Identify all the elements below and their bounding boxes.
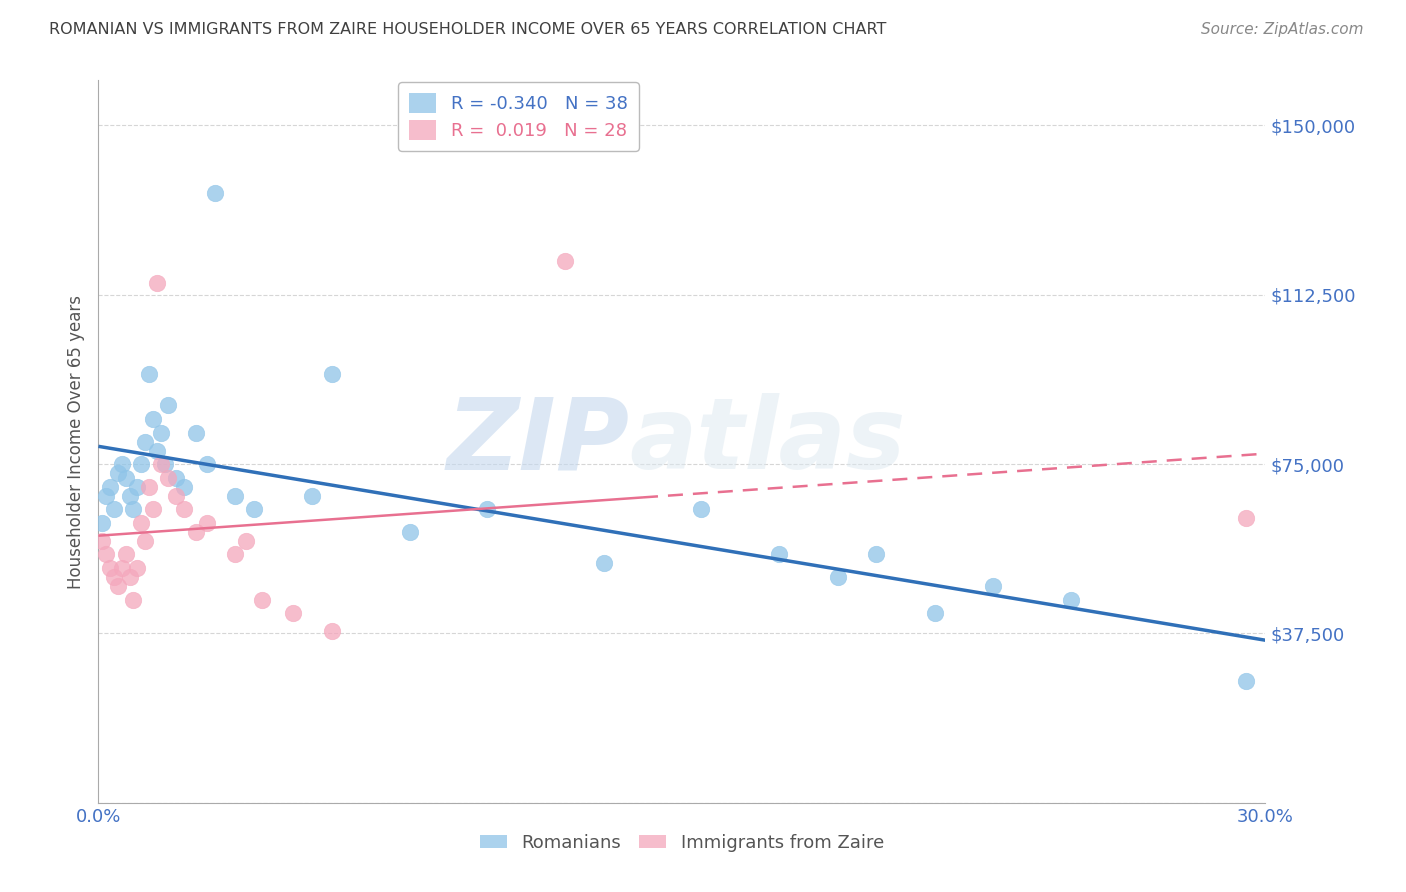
Point [173, 480, 195, 494]
Text: ROMANIAN VS IMMIGRANTS FROM ZAIRE HOUSEHOLDER INCOME OVER 65 YEARS CORRELATION C: ROMANIAN VS IMMIGRANTS FROM ZAIRE HOUSEH… [49, 22, 887, 37]
Point [142, 502, 165, 516]
Point [165, 470, 187, 484]
Point [138, 480, 160, 494]
Point [114, 470, 136, 484]
Point [134, 533, 156, 548]
Point [1234, 511, 1257, 525]
Point [554, 253, 576, 268]
Point [165, 489, 187, 503]
Point [1234, 673, 1257, 688]
Point [91, 516, 114, 530]
Point [195, 457, 218, 471]
Point [173, 502, 195, 516]
Point [98, 561, 121, 575]
Point [243, 502, 266, 516]
Point [865, 548, 887, 562]
Point [149, 425, 172, 440]
Point [184, 425, 207, 440]
Point [138, 367, 160, 381]
Point [127, 561, 149, 575]
Point [157, 470, 180, 484]
Point [281, 606, 304, 620]
Point [134, 434, 156, 449]
Point [477, 502, 499, 516]
Point [129, 516, 152, 530]
Point [690, 502, 713, 516]
Point [103, 570, 125, 584]
Point [398, 524, 420, 539]
Text: ZIP: ZIP [446, 393, 630, 490]
Y-axis label: Householder Income Over 65 years: Householder Income Over 65 years [66, 294, 84, 589]
Point [149, 457, 172, 471]
Point [111, 457, 134, 471]
Point [118, 570, 141, 584]
Point [924, 606, 946, 620]
Point [768, 548, 790, 562]
Point [195, 516, 218, 530]
Point [118, 489, 141, 503]
Point [114, 548, 136, 562]
Point [827, 570, 849, 584]
Point [321, 367, 343, 381]
Point [122, 502, 145, 516]
Point [91, 533, 114, 548]
Point [127, 480, 149, 494]
Point [107, 579, 129, 593]
Point [153, 457, 176, 471]
Point [107, 466, 129, 480]
Point [593, 557, 616, 571]
Point [224, 489, 246, 503]
Point [184, 524, 207, 539]
Point [204, 186, 226, 201]
Point [129, 457, 152, 471]
Point [981, 579, 1004, 593]
Point [250, 592, 273, 607]
Point [235, 533, 257, 548]
Point [1060, 592, 1083, 607]
Point [146, 443, 169, 458]
Text: Source: ZipAtlas.com: Source: ZipAtlas.com [1201, 22, 1364, 37]
Point [98, 480, 121, 494]
Point [224, 548, 246, 562]
Point [122, 592, 145, 607]
Point [157, 398, 180, 412]
Text: atlas: atlas [630, 393, 905, 490]
Point [96, 548, 118, 562]
Point [103, 502, 125, 516]
Point [96, 489, 118, 503]
Legend: Romanians, Immigrants from Zaire: Romanians, Immigrants from Zaire [472, 826, 891, 859]
Point [111, 561, 134, 575]
Point [301, 489, 323, 503]
Point [146, 277, 169, 291]
Point [321, 624, 343, 639]
Point [142, 412, 165, 426]
